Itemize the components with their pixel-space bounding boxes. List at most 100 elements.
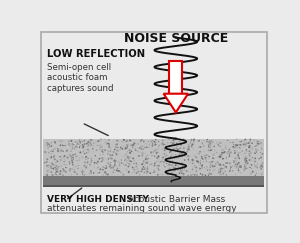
Point <box>77 158 82 162</box>
Point <box>176 151 180 155</box>
Point <box>44 142 49 146</box>
Point <box>171 138 176 142</box>
Point <box>154 151 159 155</box>
Point <box>70 166 74 170</box>
Point <box>44 142 49 146</box>
Point <box>71 143 76 147</box>
Point <box>251 152 256 156</box>
Point <box>199 141 204 145</box>
Point <box>84 164 89 168</box>
Point <box>82 148 87 152</box>
Point <box>213 146 218 150</box>
Point <box>46 168 50 172</box>
Point <box>131 156 136 160</box>
Point <box>130 167 135 171</box>
Point <box>194 165 199 169</box>
Point <box>145 167 150 171</box>
Point <box>88 163 92 167</box>
Point <box>167 139 171 143</box>
Point <box>178 155 182 159</box>
Point <box>44 171 49 174</box>
Point <box>115 139 119 142</box>
Point <box>146 169 151 173</box>
Point <box>71 169 76 173</box>
Point <box>213 148 218 152</box>
Point <box>155 164 160 168</box>
Point <box>227 161 232 165</box>
Point <box>229 157 234 161</box>
Point <box>254 164 259 167</box>
Point <box>144 169 149 173</box>
Point <box>186 145 190 149</box>
Point <box>205 148 210 152</box>
Point <box>182 165 187 169</box>
Point <box>121 158 126 162</box>
Point <box>142 148 147 151</box>
Point <box>59 157 64 161</box>
Point <box>147 163 152 167</box>
Point <box>254 147 258 151</box>
Point <box>150 142 155 146</box>
Point <box>136 146 140 150</box>
Point <box>215 147 220 150</box>
Point <box>67 162 72 166</box>
Point <box>69 139 74 143</box>
Point <box>49 152 54 156</box>
Point <box>131 138 136 142</box>
Point <box>248 151 253 155</box>
Point <box>240 142 245 146</box>
Point <box>86 139 91 143</box>
Point <box>72 168 77 172</box>
Point <box>141 159 146 163</box>
Point <box>163 155 168 159</box>
Point <box>108 147 113 150</box>
Point <box>115 146 119 150</box>
Point <box>173 163 178 167</box>
Point <box>65 149 70 153</box>
Point <box>246 145 251 149</box>
Point <box>220 165 225 169</box>
Point <box>239 139 244 143</box>
Point <box>72 142 76 146</box>
Point <box>144 166 149 170</box>
Point <box>102 166 107 170</box>
Point <box>181 159 186 163</box>
Point <box>139 156 143 159</box>
Point <box>104 172 109 176</box>
Point <box>70 145 75 149</box>
Point <box>169 158 174 162</box>
Point <box>152 154 157 158</box>
Point <box>124 143 129 147</box>
Point <box>253 160 258 164</box>
Point <box>86 148 91 152</box>
Point <box>53 161 58 165</box>
Point <box>155 150 160 154</box>
Point <box>171 140 176 144</box>
Point <box>103 170 107 174</box>
Point <box>136 144 141 148</box>
Point <box>67 141 71 145</box>
Point <box>243 160 248 164</box>
Point <box>70 172 75 176</box>
Point <box>182 146 186 150</box>
Point <box>160 143 165 147</box>
Point <box>140 154 145 158</box>
Point <box>119 158 124 162</box>
Point <box>84 171 89 175</box>
Point <box>97 144 101 148</box>
Point <box>130 171 135 174</box>
Point <box>52 147 57 151</box>
Point <box>150 144 155 148</box>
Point <box>139 172 144 175</box>
Point <box>122 158 127 162</box>
Point <box>178 146 183 150</box>
Point <box>70 167 74 171</box>
Point <box>236 151 241 155</box>
Point <box>111 161 116 165</box>
Point <box>77 145 82 149</box>
Point <box>85 156 90 159</box>
Point <box>151 174 156 177</box>
Point <box>253 164 257 168</box>
Point <box>111 165 116 169</box>
Point <box>54 167 59 171</box>
